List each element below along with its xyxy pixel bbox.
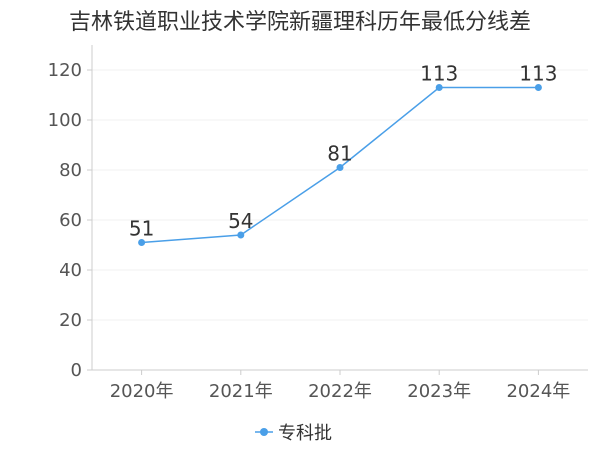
- data-point[interactable]: [534, 84, 542, 91]
- legend[interactable]: 专科批: [255, 423, 332, 444]
- x-tick-label: 2022年: [308, 381, 372, 402]
- data-point[interactable]: [435, 84, 443, 91]
- chart-title: 吉林铁道职业技术学院新疆理科历年最低分线差: [68, 10, 531, 35]
- legend-label: 专科批: [278, 423, 332, 444]
- data-point[interactable]: [336, 164, 344, 171]
- data-point[interactable]: [237, 231, 245, 239]
- y-tick-label: 80: [59, 160, 82, 181]
- x-tick-label: 2020年: [110, 381, 174, 402]
- y-tick-label: 40: [59, 260, 82, 281]
- y-tick-label: 120: [48, 60, 82, 81]
- y-tick-label: 100: [48, 110, 82, 131]
- data-label: 113: [519, 62, 557, 86]
- series-layer: 51 54 81 113 113: [129, 62, 557, 246]
- data-point[interactable]: [138, 239, 146, 246]
- x-tick-label: 2024年: [506, 381, 570, 402]
- y-tick-label: 60: [59, 210, 82, 231]
- axes: 0 20 40 60 80 100 120 2020年 2021年 2022年 2023年 2024年: [48, 45, 588, 402]
- legend-marker-icon: [260, 428, 268, 436]
- data-label: 81: [327, 142, 352, 166]
- grid-lines: [92, 69, 588, 321]
- data-label: 51: [129, 217, 154, 241]
- data-label: 54: [228, 209, 253, 233]
- data-label: 113: [420, 62, 458, 86]
- x-tick-label: 2021年: [209, 381, 273, 402]
- y-tick-label: 20: [59, 310, 82, 331]
- y-tick-label: 0: [71, 360, 82, 381]
- x-tick-label: 2023年: [407, 381, 471, 402]
- legend-item[interactable]: 专科批: [255, 423, 332, 444]
